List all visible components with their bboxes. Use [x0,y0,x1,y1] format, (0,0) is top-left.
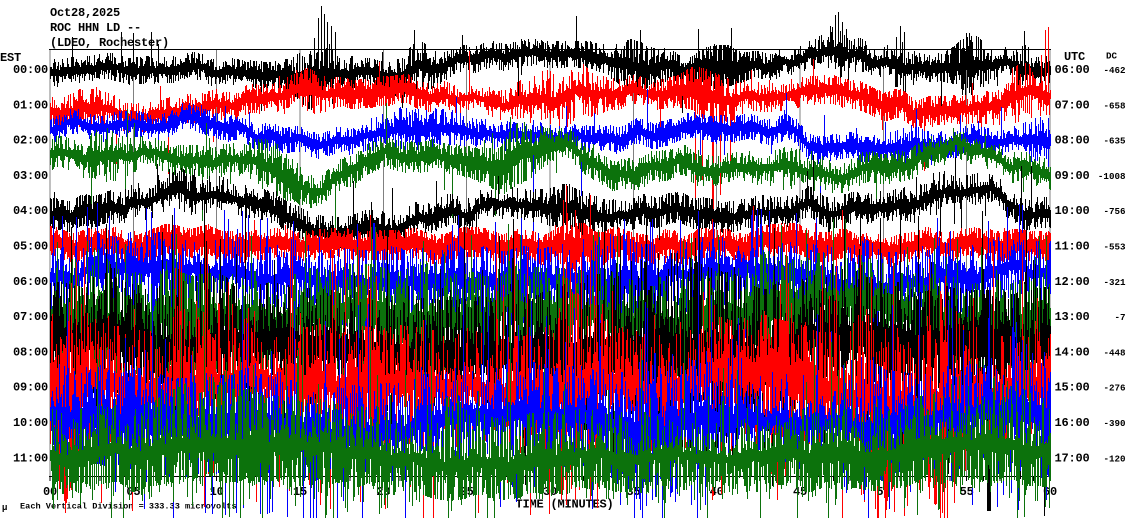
svg-text:14:00: 14:00 [1055,345,1090,359]
svg-text:16:00: 16:00 [1055,416,1090,430]
svg-text:02:00: 02:00 [13,134,48,148]
svg-text:-1008: -1008 [1098,171,1126,182]
svg-text:08:00: 08:00 [1055,134,1090,148]
svg-text:13:00: 13:00 [1055,310,1090,324]
svg-text:20: 20 [376,485,390,499]
svg-text:07:00: 07:00 [1055,98,1090,112]
svg-text:ROC HHN LD --: ROC HHN LD -- [50,21,141,35]
svg-text:UTC: UTC [1064,50,1085,64]
svg-text:10:00: 10:00 [13,416,48,430]
svg-text:-635: -635 [1103,136,1126,147]
svg-text:-553: -553 [1103,242,1126,253]
svg-text:11:00: 11:00 [1055,240,1090,254]
svg-text:07:00: 07:00 [13,310,48,324]
svg-text:-390: -390 [1103,418,1125,429]
svg-text:-7: -7 [1114,312,1125,323]
svg-text:DC: DC [1106,51,1118,62]
svg-text:03:00: 03:00 [13,169,48,183]
svg-text:04:00: 04:00 [13,204,48,218]
svg-text:09:00: 09:00 [1055,169,1090,183]
svg-text:06:00: 06:00 [1055,63,1090,77]
svg-text:09:00: 09:00 [13,381,48,395]
svg-text:06:00: 06:00 [13,275,48,289]
svg-text:05:00: 05:00 [13,240,48,254]
svg-text:01:00: 01:00 [13,98,48,112]
svg-text:-448: -448 [1103,347,1126,358]
svg-text:-321: -321 [1103,277,1126,288]
svg-text:EST: EST [0,51,21,65]
svg-text:-276: -276 [1103,383,1125,394]
svg-text:-462: -462 [1103,65,1125,76]
svg-text:00:00: 00:00 [13,63,48,77]
svg-text:(LDEO, Rochester): (LDEO, Rochester) [50,36,169,50]
svg-text:µ: µ [2,503,7,513]
svg-text:Each Vertical Division = 333.3: Each Vertical Division = 333.33 microvol… [20,502,237,512]
svg-text:-756: -756 [1103,206,1125,217]
svg-text:TIME (MINUTES): TIME (MINUTES) [516,498,614,512]
svg-text:45: 45 [793,485,807,499]
svg-text:12:00: 12:00 [1055,275,1090,289]
svg-text:-658: -658 [1103,100,1126,111]
svg-text:11:00: 11:00 [13,451,48,465]
svg-text:08:00: 08:00 [13,345,48,359]
svg-text:55: 55 [960,485,974,499]
svg-text:-120: -120 [1103,453,1125,464]
svg-text:Oct28,2025: Oct28,2025 [50,6,120,20]
svg-text:10:00: 10:00 [1055,204,1090,218]
svg-text:15:00: 15:00 [1055,381,1090,395]
svg-text:17:00: 17:00 [1055,451,1090,465]
